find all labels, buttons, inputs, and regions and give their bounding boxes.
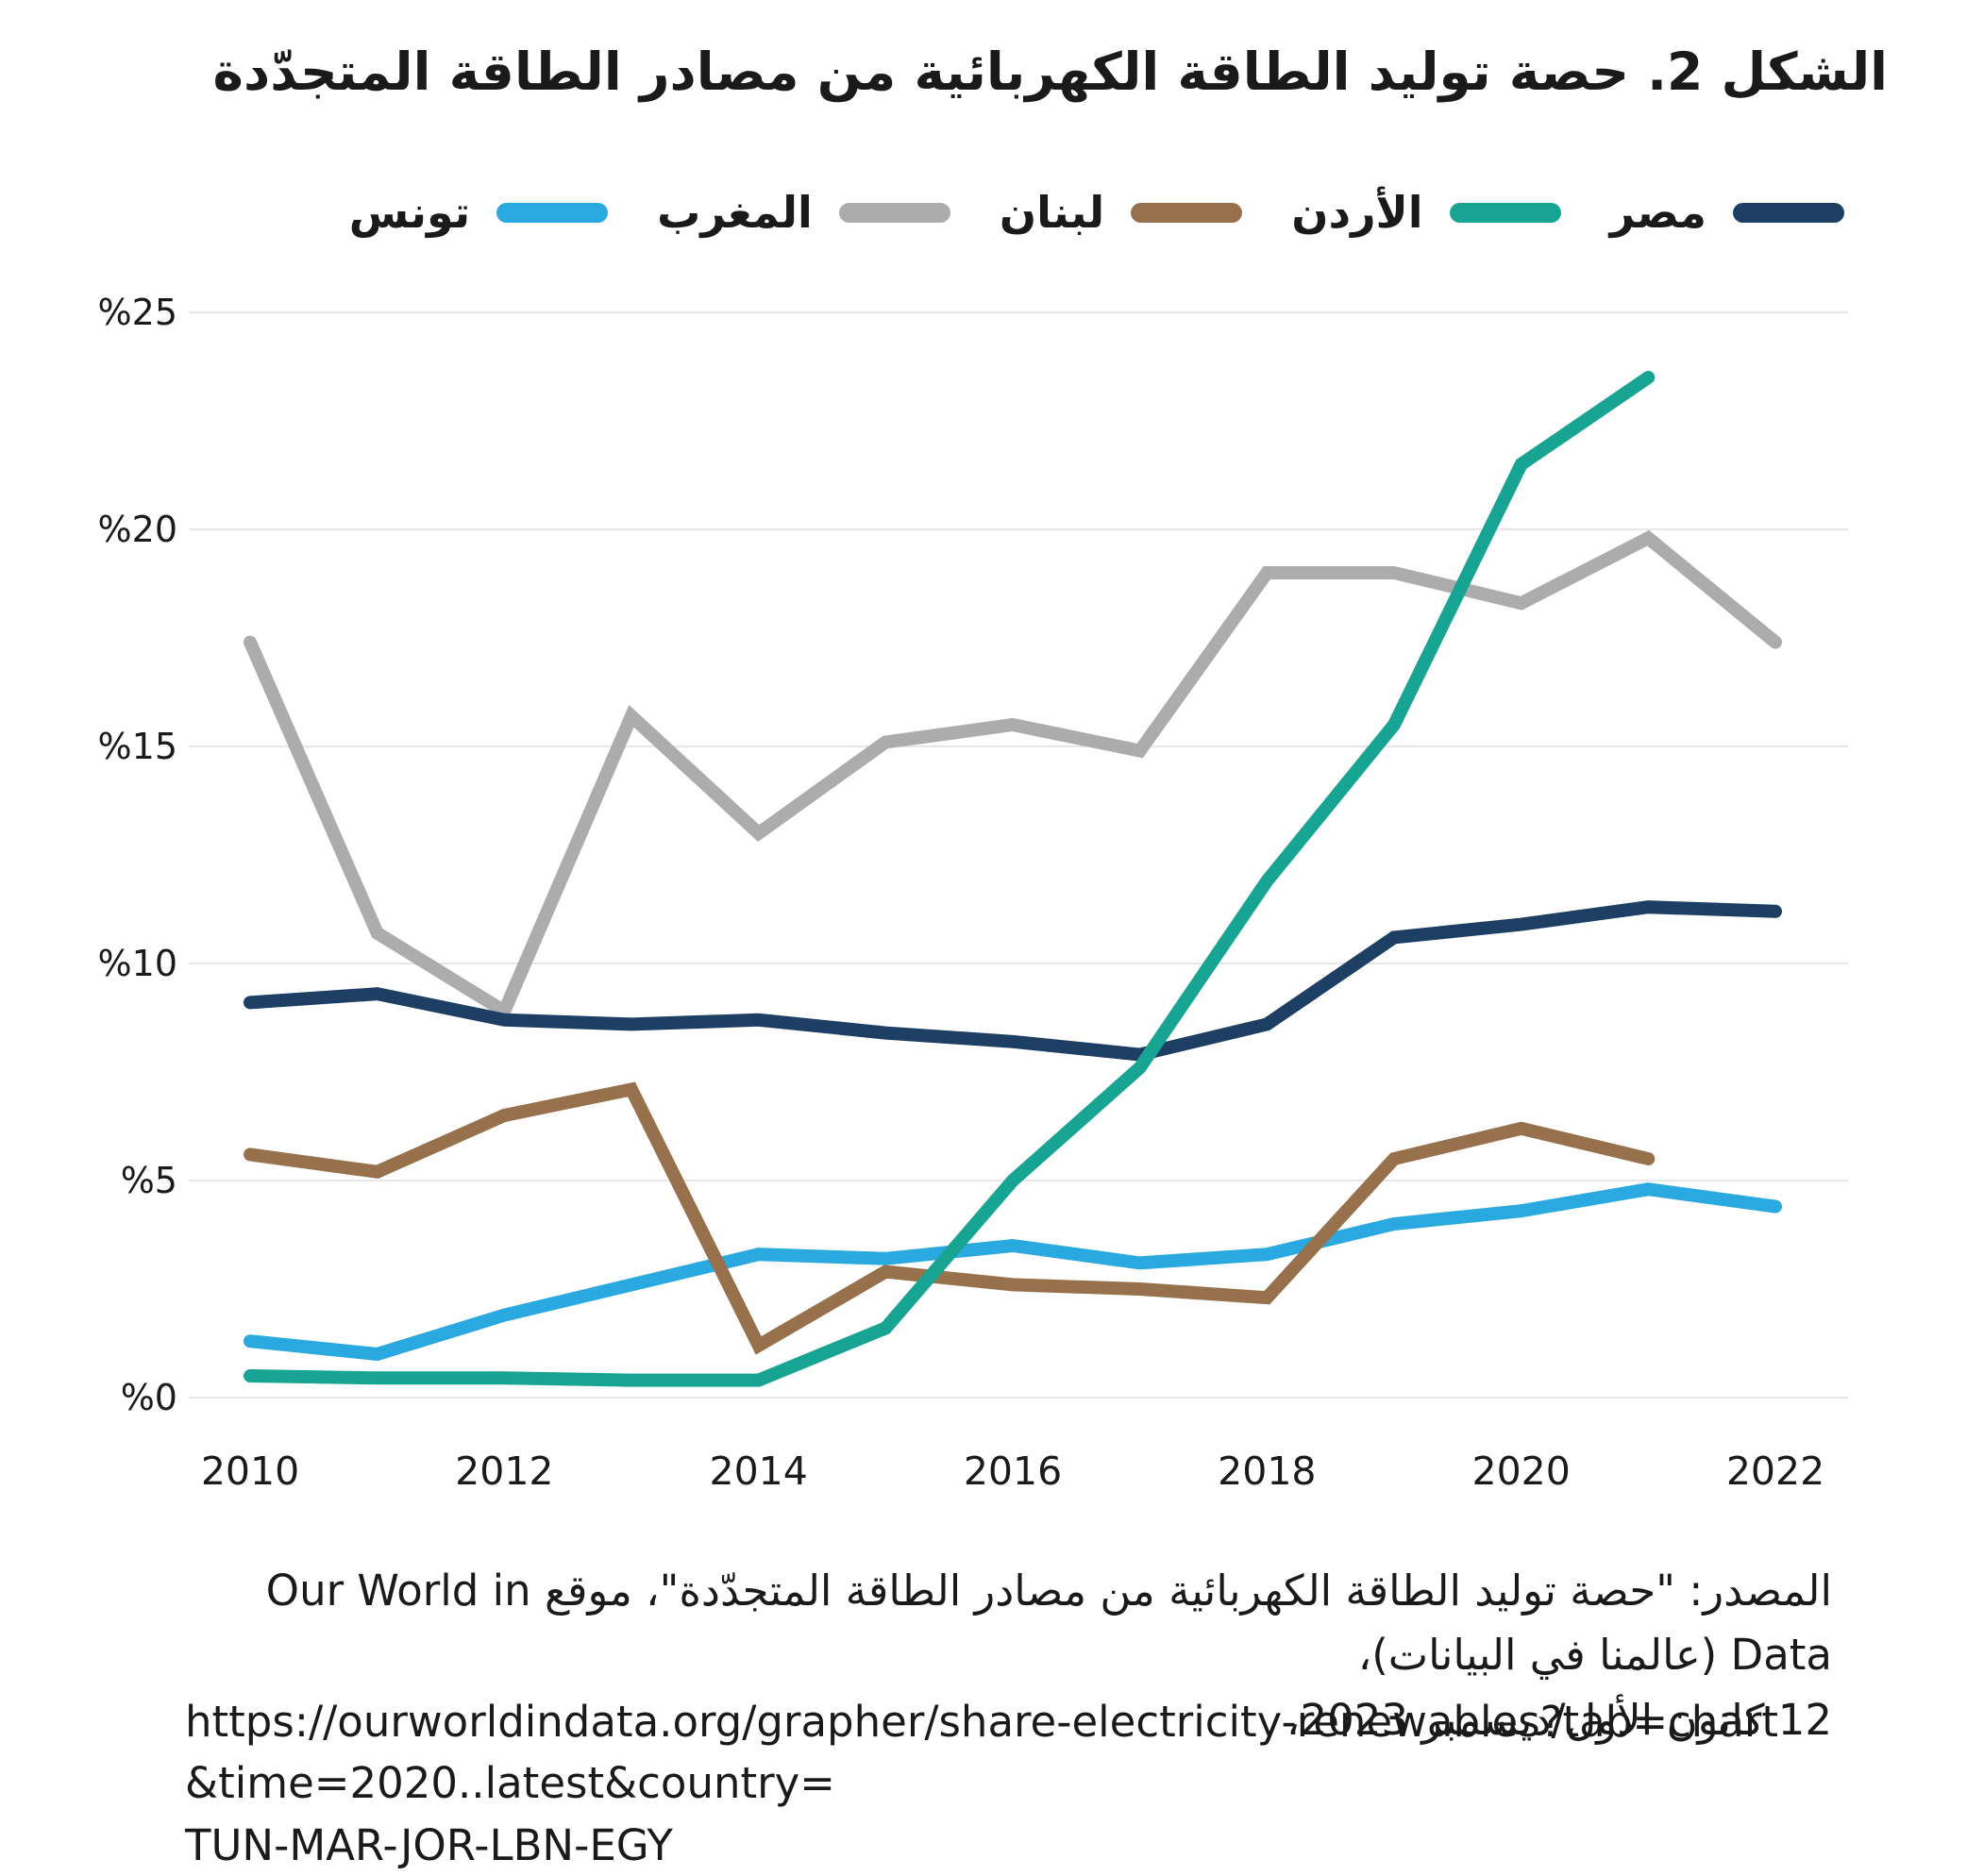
x-tick-label: 2010 [201, 1449, 299, 1494]
source-url: https://ourworldindata.org/grapher/share… [185, 1691, 1797, 1876]
y-tick-label: %20 [98, 509, 177, 550]
series-line-jordan [244, 371, 1656, 1387]
series-line-morocco [244, 529, 1782, 1021]
y-tick-label: %15 [98, 726, 177, 767]
y-tick-label: %25 [98, 292, 177, 333]
source-note: المصدر: "حصة توليد الطاقة الكهربائية من … [170, 1559, 1832, 1752]
legend-swatch-jordan-icon [1449, 202, 1561, 223]
legend-label-lebanon: لبنان [999, 187, 1105, 238]
legend-item-jordan: الأردن [1291, 187, 1561, 238]
legend-swatch-morocco-icon [838, 202, 950, 223]
x-tick-label: 2018 [1218, 1449, 1316, 1494]
legend-swatch-egypt-icon [1733, 202, 1844, 223]
legend-label-tunisia: تونس [348, 187, 471, 238]
x-tick-label: 2016 [964, 1449, 1062, 1494]
x-tick-label: 2022 [1726, 1449, 1824, 1494]
legend-item-morocco: المغرب [657, 187, 950, 238]
legend-label-morocco: المغرب [657, 187, 813, 238]
y-tick-label: %10 [98, 943, 177, 984]
x-axis-tick-labels: 2010 2012 2014 2016 2018 2020 2022 [201, 1449, 1824, 1494]
source-line-1: المصدر: "حصة توليد الطاقة الكهربائية من … [265, 1566, 1832, 1681]
source-url-line-1: https://ourworldindata.org/grapher/share… [185, 1697, 1779, 1809]
x-tick-label: 2012 [455, 1449, 553, 1494]
x-tick-label: 2014 [709, 1449, 807, 1494]
legend-item-lebanon: لبنان [999, 187, 1243, 238]
series-line-tunisia [244, 1182, 1782, 1362]
series-line-egypt [244, 900, 1782, 1062]
chart-legend: مصر الأردن لبنان المغرب تونس [349, 187, 1844, 238]
page-title: الشكل 2. حصة توليد الطاقة الكهربائية من … [212, 42, 1889, 102]
legend-item-tunisia: تونس [348, 187, 609, 238]
y-tick-label: %5 [121, 1160, 177, 1201]
gridlines [189, 311, 1848, 1399]
series-line-lebanon [244, 1081, 1656, 1355]
series-lines [244, 371, 1782, 1387]
legend-swatch-lebanon-icon [1131, 202, 1243, 223]
legend-label-jordan: الأردن [1291, 187, 1423, 238]
y-axis-tick-labels: %0 %5 %10 %15 %20 %25 [98, 292, 177, 1418]
renewables-line-chart: %0 %5 %10 %15 %20 %25 2010 2012 2014 2016 2018 202… [98, 292, 1848, 1494]
source-url-line-2: TUN-MAR-JOR-LBN-EGY [185, 1819, 673, 1870]
legend-swatch-tunisia-icon [496, 202, 609, 223]
x-tick-label: 2020 [1471, 1449, 1570, 1494]
legend-item-egypt: مصر [1610, 187, 1844, 238]
y-tick-label: %0 [121, 1377, 177, 1418]
legend-label-egypt: مصر [1609, 187, 1706, 238]
source-line-2: 12 كانون الأول/ديسمبر 2023، [1286, 1694, 1832, 1745]
